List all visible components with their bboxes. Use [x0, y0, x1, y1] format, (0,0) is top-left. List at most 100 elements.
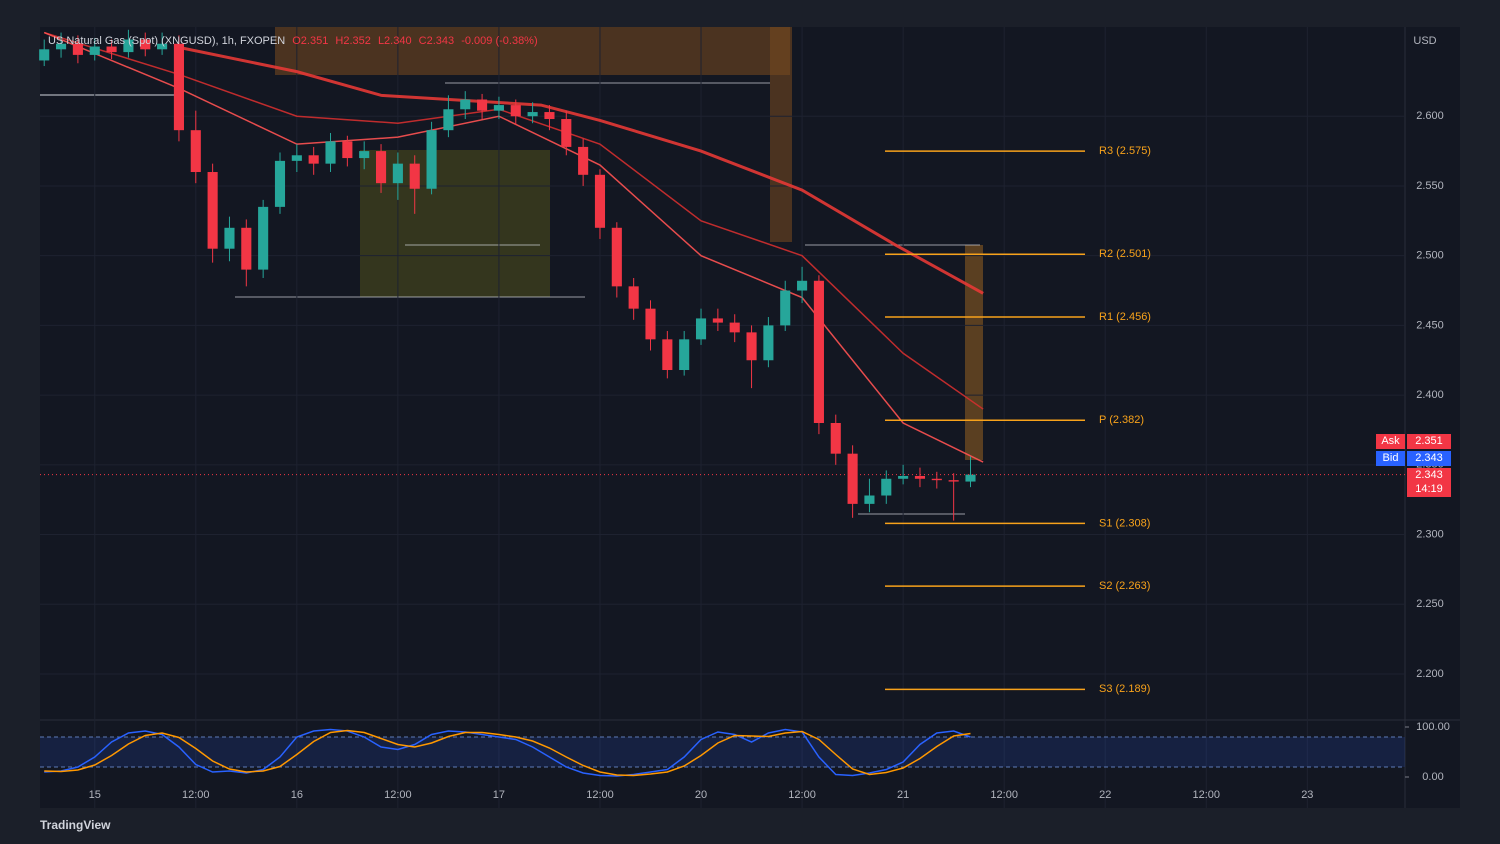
candle-body [274, 160, 286, 207]
candle-body [527, 112, 538, 117]
ask-label: Ask [1376, 434, 1405, 449]
candle-body [325, 141, 336, 164]
pivot-label: R3 (2.575) [1099, 145, 1151, 157]
candle-body [375, 151, 387, 184]
x-tick-label: 12:00 [384, 789, 412, 801]
candle-body [948, 480, 959, 482]
y-tick-label: 2.300 [1416, 528, 1444, 540]
candle-body [409, 163, 420, 189]
pivot-label: P (2.382) [1099, 414, 1144, 426]
candle-body [359, 151, 370, 159]
pivot-label: S1 (2.308) [1099, 517, 1150, 529]
x-tick-label: 20 [695, 789, 707, 801]
x-tick-label: 16 [291, 789, 303, 801]
oscillator-line [44, 729, 971, 777]
bid-label: Bid [1376, 451, 1405, 466]
candle-body [712, 318, 723, 323]
oscillator-band [40, 737, 1405, 767]
x-tick-label: 12:00 [788, 789, 816, 801]
candle-body [241, 227, 252, 270]
candle-body [645, 308, 656, 340]
candle-body [544, 112, 555, 120]
bid-price: 2.343 [1407, 451, 1451, 466]
candle-body [342, 141, 353, 159]
candle-body [258, 206, 269, 270]
zone [275, 27, 790, 75]
candle-body [190, 130, 201, 173]
currency: USD [1413, 35, 1436, 47]
ohlc: H2.352 [335, 35, 371, 47]
x-tick-label: 17 [493, 789, 505, 801]
plot: 2.2002.2502.3002.3502.4002.4502.5002.550… [39, 27, 1450, 808]
x-tick-label: 15 [89, 789, 101, 801]
candle-body [746, 332, 757, 361]
candle-body [72, 43, 83, 55]
x-tick-label: 12:00 [1193, 789, 1221, 801]
ohlc: O2.351 [292, 35, 329, 47]
candle-body [797, 280, 808, 291]
y-tick-label: 2.450 [1416, 319, 1444, 331]
candle-body [763, 325, 774, 361]
pivot-label: R1 (2.456) [1099, 311, 1151, 323]
candle-body [931, 478, 942, 481]
candle-body [140, 39, 151, 50]
candle-body [460, 99, 471, 110]
candle-body [847, 453, 858, 504]
ohlc: L2.340 [377, 35, 412, 47]
candle-body [679, 339, 690, 371]
pivot-label: S3 (2.189) [1099, 683, 1150, 695]
moving-average [174, 45, 984, 295]
zone [360, 150, 550, 297]
symbol: US Natural Gas (Spot) (XNGUSD), 1h, FXOP… [48, 35, 286, 47]
candle-body [173, 43, 184, 131]
zone [770, 27, 792, 242]
chart-panel [40, 27, 1460, 808]
oscillator-tick-label: 100.00 [1416, 721, 1450, 733]
y-tick-label: 2.600 [1416, 110, 1444, 122]
y-tick-label: 2.500 [1416, 250, 1444, 262]
candle-body [510, 105, 521, 117]
candle-body [55, 43, 67, 50]
y-tick-label: 2.550 [1416, 180, 1444, 192]
candle-body [898, 475, 909, 479]
candle-body [881, 478, 892, 496]
oscillator-tick-label: 0.00 [1422, 771, 1443, 783]
moving-average [43, 31, 984, 463]
ohlc: -0.009 (-0.38%) [461, 35, 538, 47]
candle-body [729, 322, 740, 333]
candle-body [106, 46, 117, 53]
ask-price: 2.351 [1407, 434, 1451, 449]
candle-body [224, 227, 235, 249]
candle-body [813, 280, 824, 423]
pivot-label: S2 (2.263) [1099, 580, 1150, 592]
candle-body [628, 286, 639, 309]
candle-body [392, 163, 403, 184]
last-price: 2.343 [1407, 468, 1451, 483]
candle-body [308, 155, 319, 164]
x-tick-label: 21 [897, 789, 909, 801]
pivot-label: R2 (2.501) [1099, 248, 1151, 260]
candle-body [594, 174, 606, 228]
candle-body [426, 130, 437, 189]
candle-body [39, 49, 50, 61]
candle-body [157, 43, 168, 50]
candle-body [207, 172, 218, 249]
oscillator-line [44, 728, 971, 777]
candle-body [443, 109, 454, 131]
candle-body [864, 495, 875, 504]
candle-body [830, 423, 841, 454]
y-tick-label: 2.400 [1416, 389, 1444, 401]
countdown: 14:19 [1407, 482, 1451, 497]
candle-body [493, 105, 504, 111]
candle-body [965, 474, 976, 482]
candle-body [914, 475, 926, 479]
x-tick-label: 12:00 [990, 789, 1018, 801]
candle-body [291, 155, 302, 161]
y-tick-label: 2.250 [1416, 598, 1444, 610]
candle-body [578, 146, 589, 175]
candle-body [89, 46, 100, 55]
legend: US Natural Gas (Spot) (XNGUSD), 1h, FXOP… [48, 35, 538, 47]
x-tick-label: 12:00 [182, 789, 210, 801]
candle-body [662, 339, 673, 371]
